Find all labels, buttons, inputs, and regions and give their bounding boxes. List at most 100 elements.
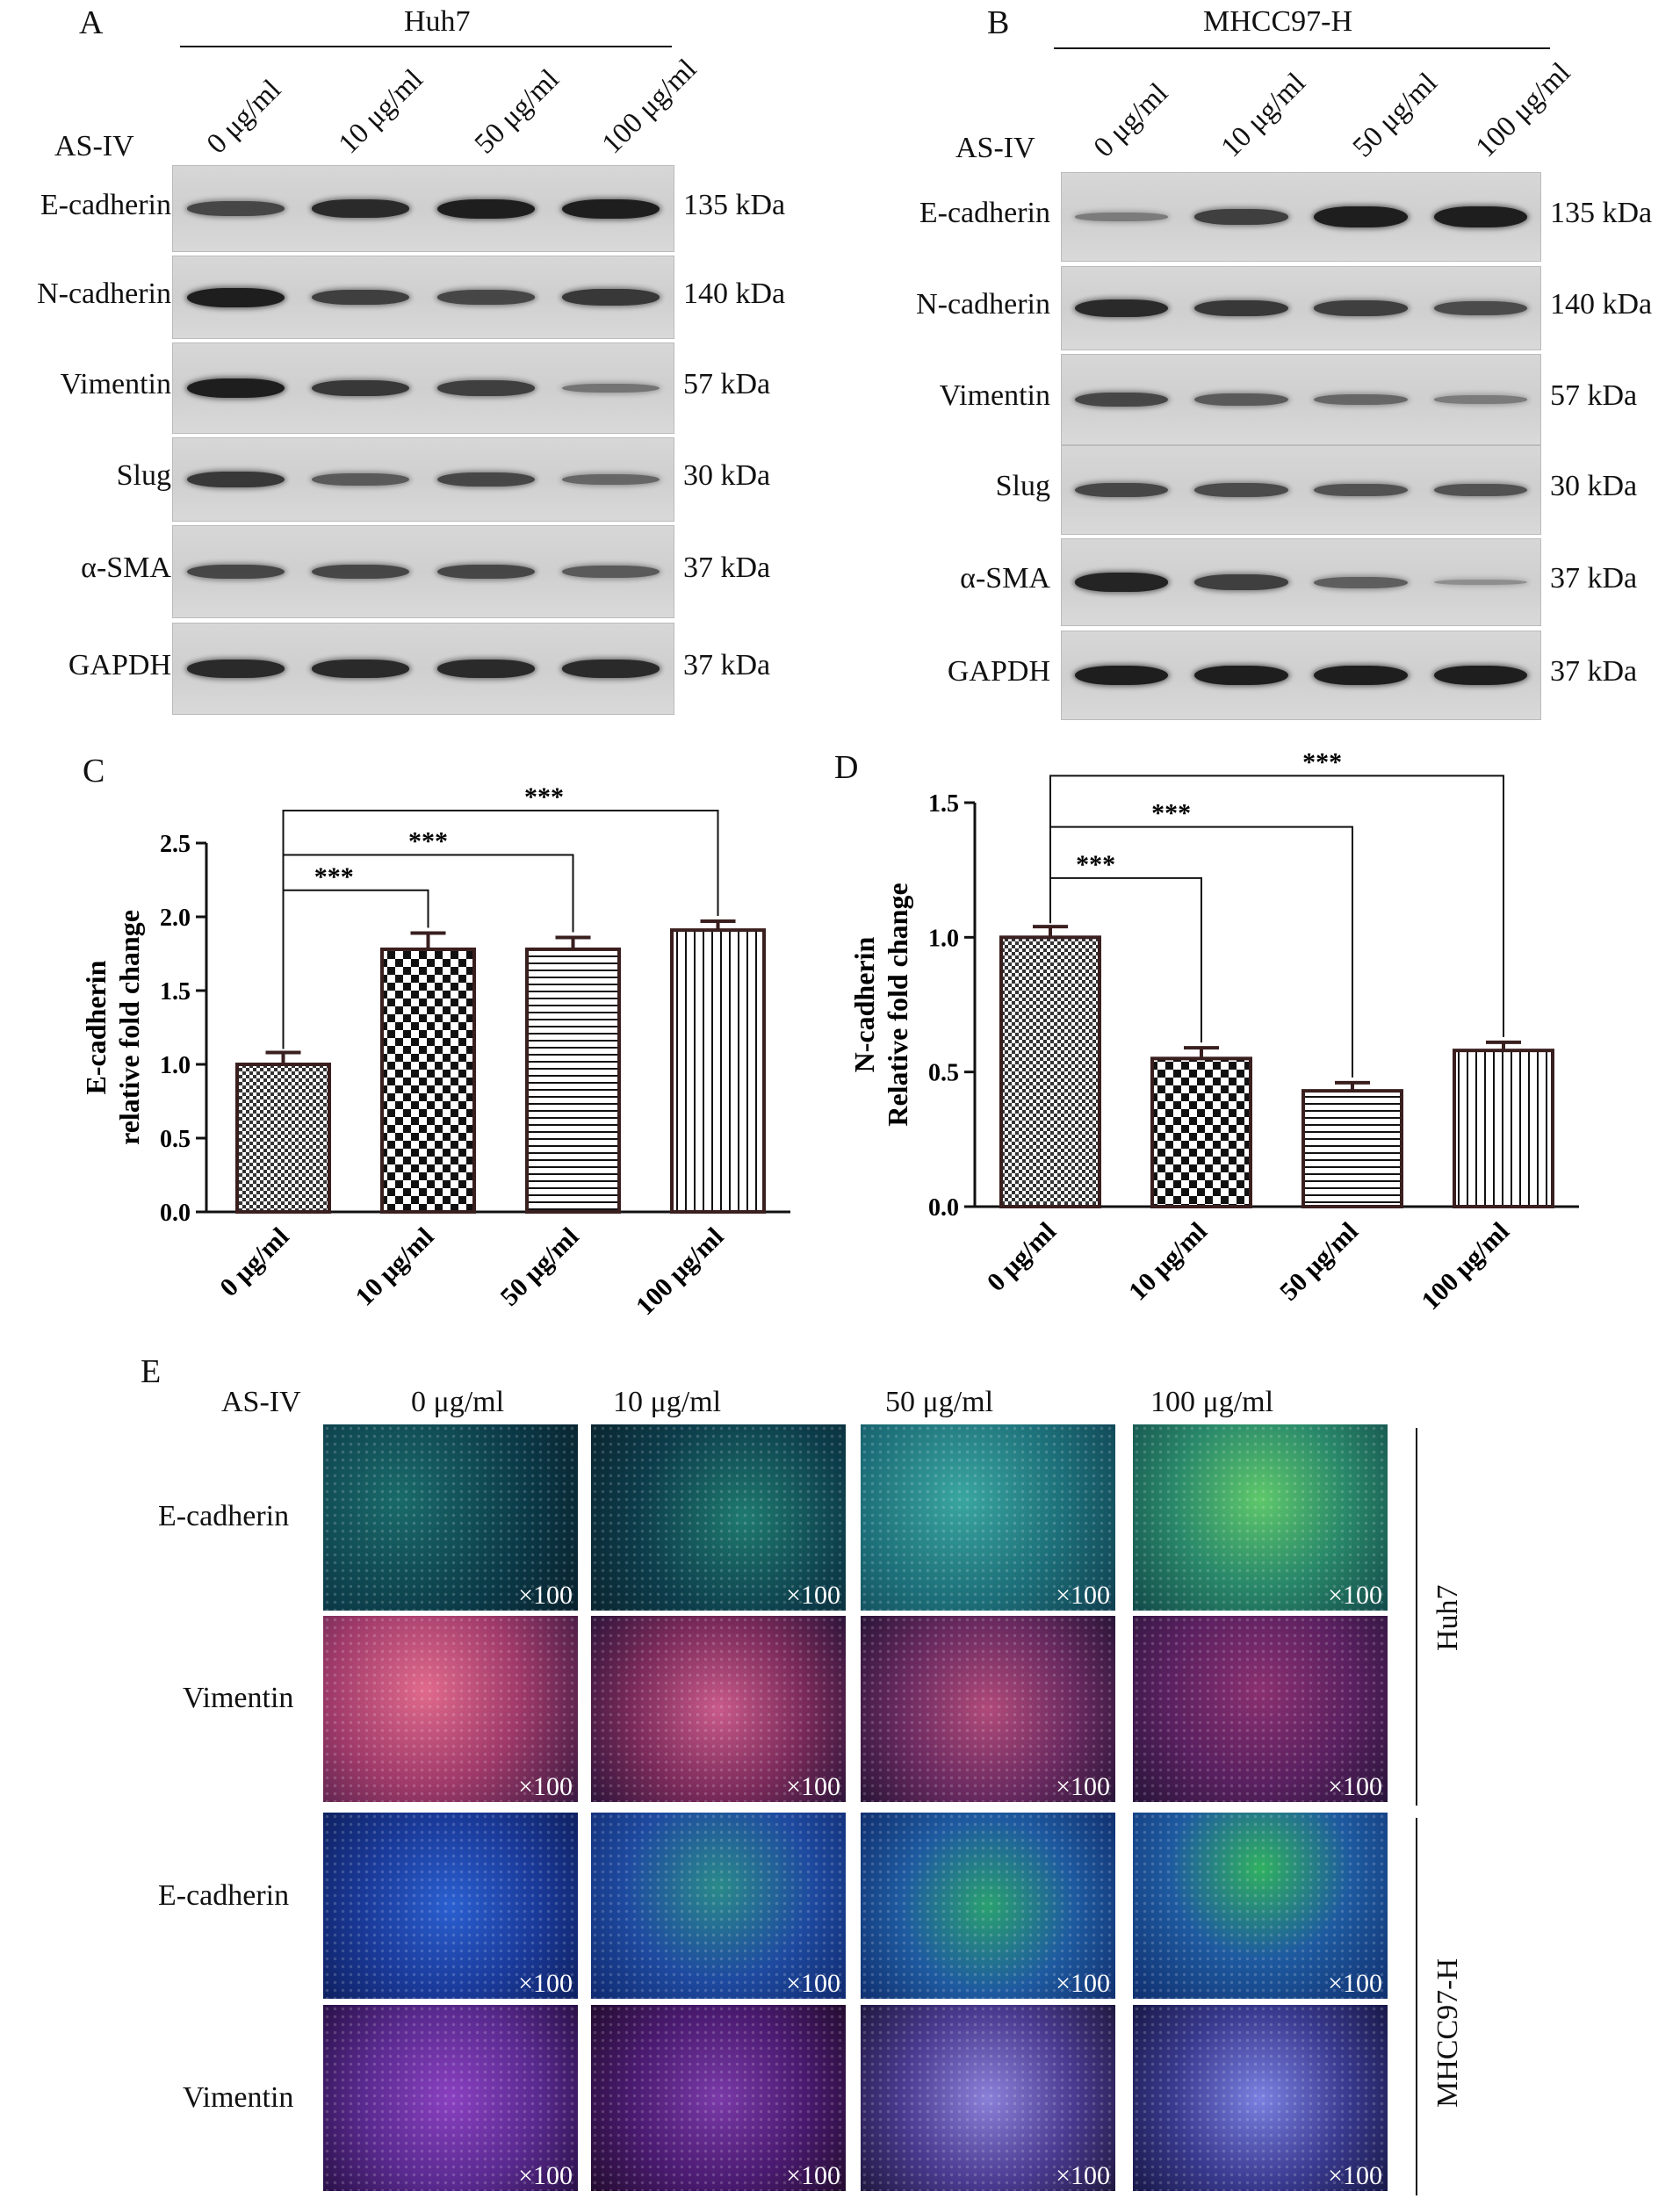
y-tick-label: 0.5	[160, 1126, 191, 1153]
y-tick-label: 0.0	[928, 1194, 959, 1222]
blot-strip	[172, 525, 674, 618]
blot-band	[186, 564, 285, 580]
cell-line-mhcc-b: MHCC97-H	[1203, 5, 1353, 38]
x-tick-label: 10 μg/ml	[1123, 1217, 1213, 1307]
blot-band	[1433, 483, 1527, 497]
blot-band	[1314, 206, 1408, 227]
x-tick-label: 100 μg/ml	[1416, 1217, 1515, 1316]
magnification-label: ×100	[786, 1969, 840, 1998]
blot-strip	[172, 256, 674, 339]
if-micrograph: ×100	[861, 1813, 1115, 1999]
magnification-label: ×100	[1056, 2161, 1110, 2190]
blot-protein-label: N-cadherin	[37, 277, 171, 310]
if-row-label-3: Vimentin	[183, 2081, 294, 2114]
blot-size-label: 135 kDa	[683, 188, 786, 221]
bar	[380, 947, 476, 1215]
if-micrograph: ×100	[591, 1813, 846, 1999]
blot-band	[1433, 206, 1527, 227]
dose-label-b-0: 0 μg/ml	[1087, 77, 1175, 164]
blot-band	[562, 473, 660, 486]
blot-strip	[172, 437, 674, 522]
y-tick-label: 0.0	[160, 1200, 191, 1227]
x-tick-label: 0 μg/ml	[982, 1217, 1062, 1297]
blot-band	[1074, 213, 1169, 221]
blot-strip	[1061, 538, 1541, 626]
blot-protein-label: GAPDH	[68, 648, 171, 681]
blot-protein-label: N-cadherin	[916, 288, 1050, 321]
if-dose-0: 0 μg/ml	[411, 1386, 505, 1418]
bracket-mhcc	[1416, 1818, 1417, 2195]
blot-strip	[1061, 354, 1541, 445]
if-micrograph: ×100	[591, 1616, 846, 1802]
dose-label-a-1: 10 μg/ml	[332, 63, 429, 161]
blot-band	[186, 471, 285, 488]
blot-band	[436, 290, 535, 305]
panel-label-b: B	[987, 4, 1010, 41]
significance-label: ***	[524, 782, 564, 811]
blot-band	[312, 660, 410, 678]
blot-strip	[1061, 172, 1541, 262]
if-dose-2: 50 μg/ml	[885, 1386, 994, 1418]
blot-band	[312, 199, 410, 218]
panel-label-c: C	[83, 753, 105, 789]
dose-label-a-0: 0 μg/ml	[200, 74, 288, 161]
blot-protein-label: Slug	[995, 470, 1050, 502]
blot-protein-label: Vimentin	[60, 368, 171, 400]
blot-protein-label: Slug	[116, 459, 171, 492]
y-axis-label-line2: relative fold change	[113, 910, 145, 1145]
y-tick-label: 1.0	[160, 1052, 191, 1079]
blot-size-label: 37 kDa	[683, 552, 771, 584]
bar	[999, 935, 1101, 1208]
blot-size-label: 140 kDa	[683, 277, 786, 310]
if-micrograph: ×100	[1133, 1424, 1388, 1611]
if-micrograph: ×100	[323, 1616, 578, 1802]
magnification-label: ×100	[518, 2161, 573, 2190]
if-dose-1: 10 μg/ml	[613, 1386, 722, 1418]
if-dose-3: 100 μg/ml	[1150, 1386, 1274, 1418]
blot-band	[1074, 573, 1169, 592]
dose-label-b-1: 10 μg/ml	[1215, 67, 1312, 164]
blot-protein-label: GAPDH	[947, 655, 1050, 688]
blot-size-label: 30 kDa	[683, 459, 771, 492]
y-axis-label-line1: N-cadherin	[848, 936, 880, 1072]
blot-size-label: 57 kDa	[1550, 379, 1638, 412]
if-micrograph: ×100	[861, 2005, 1115, 2191]
blot-band	[562, 383, 660, 393]
header-rule-a	[180, 46, 672, 47]
y-tick-label: 1.5	[160, 978, 191, 1006]
magnification-label: ×100	[1328, 1772, 1382, 1801]
if-micrograph: ×100	[591, 2005, 846, 2191]
blot-band	[562, 289, 660, 306]
blot-band	[186, 287, 285, 307]
blot-band	[312, 289, 410, 306]
if-row-label-0: E-cadherin	[158, 1500, 290, 1532]
blot-band	[312, 473, 410, 486]
blot-size-label: 30 kDa	[1550, 470, 1638, 502]
blot-protein-label: Vimentin	[939, 379, 1050, 412]
blot-band	[1194, 574, 1288, 590]
blot-band	[436, 472, 535, 487]
blot-strip	[1061, 631, 1541, 720]
if-micrograph: ×100	[861, 1424, 1115, 1611]
blot-band	[1074, 482, 1169, 498]
significance-label: ***	[408, 826, 448, 855]
if-micrograph: ×100	[323, 1813, 578, 1999]
magnification-label: ×100	[1056, 1581, 1110, 1610]
blot-band	[1314, 666, 1408, 685]
y-tick-label: 2.0	[160, 905, 191, 932]
x-tick-label: 50 μg/ml	[1274, 1217, 1364, 1307]
bar	[1301, 1089, 1403, 1208]
blot-band	[1194, 209, 1288, 225]
blot-strip	[1061, 445, 1541, 535]
treatment-label-b: AS-IV	[955, 132, 1035, 164]
magnification-label: ×100	[1328, 1581, 1382, 1610]
treatment-label-e: AS-IV	[221, 1386, 301, 1418]
magnification-label: ×100	[1056, 1969, 1110, 1998]
blot-band	[436, 564, 535, 580]
blot-band	[562, 660, 660, 678]
blot-band	[312, 379, 410, 397]
blot-band	[562, 566, 660, 578]
blot-protein-label: E-cadherin	[919, 197, 1050, 229]
significance-label: ***	[1151, 799, 1191, 828]
bar	[525, 947, 621, 1215]
